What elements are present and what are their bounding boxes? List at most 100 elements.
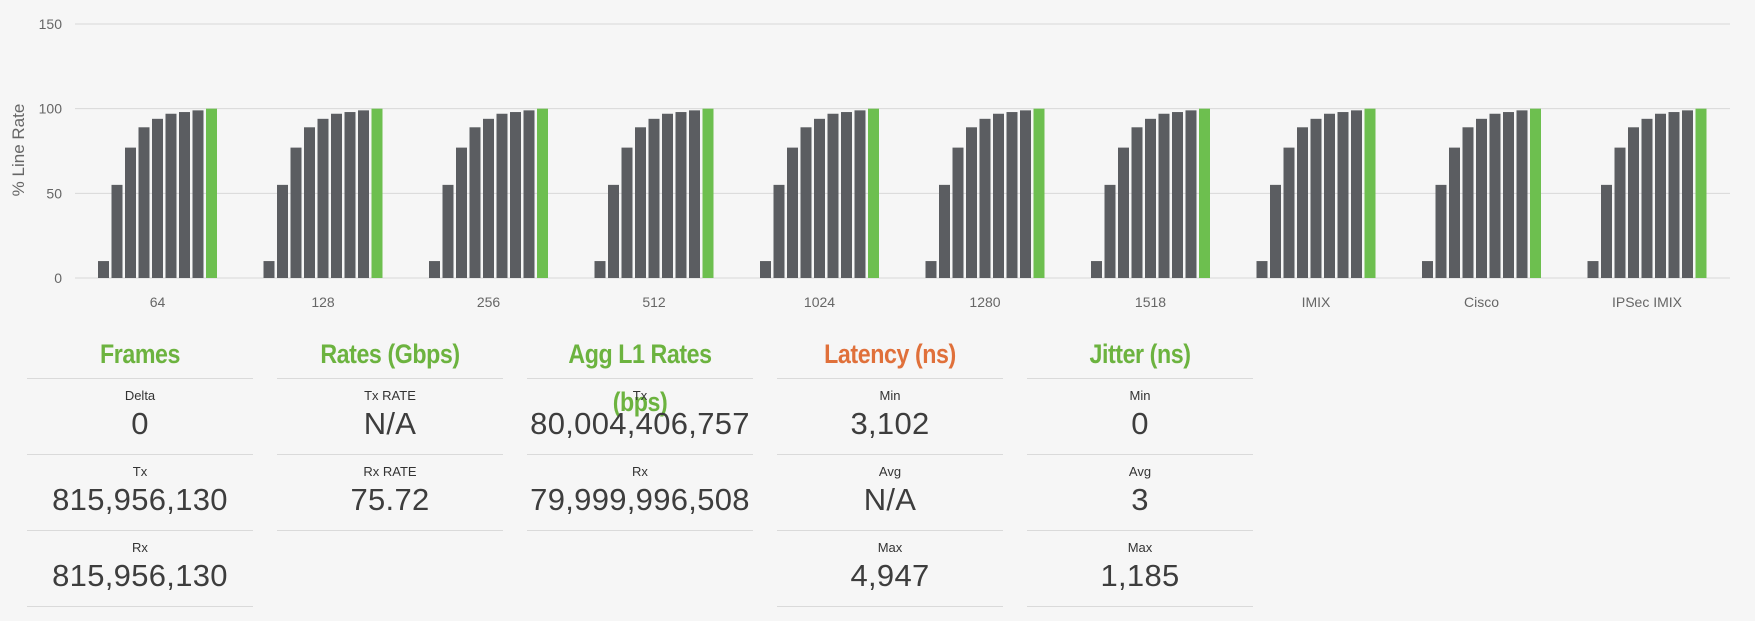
metric-value: 815,956,130	[52, 558, 228, 593]
bar	[1270, 184, 1281, 278]
bar	[537, 108, 548, 279]
bar	[1351, 110, 1362, 278]
x-tick-label: IPSec IMIX	[1612, 294, 1683, 310]
bar	[702, 108, 714, 279]
x-tick-label: 256	[477, 294, 501, 310]
bar	[263, 261, 275, 278]
bar	[1530, 108, 1541, 279]
frames-tx: Tx 815,956,130	[27, 454, 253, 530]
bar	[442, 184, 454, 278]
bar	[1601, 184, 1612, 278]
bar	[868, 108, 879, 279]
bar	[1020, 110, 1031, 278]
bar	[594, 261, 606, 278]
bar	[125, 147, 136, 278]
bar	[1199, 108, 1210, 279]
bar	[1185, 110, 1197, 278]
metric-label: Rx	[632, 464, 648, 479]
bar	[1435, 184, 1447, 278]
bar	[1158, 113, 1170, 278]
bar	[152, 118, 163, 279]
bar	[192, 110, 204, 278]
frames-delta: Delta 0	[27, 378, 253, 454]
bar	[966, 127, 977, 278]
bar	[621, 147, 633, 278]
bar	[1283, 147, 1295, 278]
rates-panel: Rates (Gbps) Tx RATE N/A Rx RATE 75.72	[277, 330, 503, 531]
x-tick-label: 1280	[969, 294, 1000, 310]
metric-value: 3,102	[850, 406, 930, 441]
bar	[1489, 113, 1501, 278]
bar	[608, 184, 619, 278]
metric-label: Max	[1127, 540, 1153, 555]
bar	[675, 112, 687, 278]
bar	[1256, 261, 1268, 278]
bar	[800, 127, 812, 278]
metric-value: 815,956,130	[52, 482, 228, 517]
bar	[1641, 118, 1653, 279]
metric-label: Avg	[1128, 464, 1152, 479]
bar	[1422, 261, 1433, 278]
latency-min: Min 3,102	[777, 378, 1003, 454]
metric-value: N/A	[363, 406, 417, 441]
metric-value: 79,999,996,508	[530, 482, 750, 517]
bar	[304, 127, 315, 278]
latency-title: Latency (ns)	[824, 339, 956, 369]
bar	[1310, 118, 1322, 279]
bar	[1614, 147, 1626, 278]
metric-label: Max	[877, 540, 903, 555]
bar	[662, 113, 673, 278]
bar	[648, 118, 660, 279]
latency-avg: Avg N/A	[777, 454, 1003, 530]
bar	[371, 108, 383, 279]
bar	[344, 112, 356, 278]
rates-rx: Rx RATE 75.72	[277, 454, 503, 531]
x-tick-label: 512	[642, 294, 666, 310]
metric-value: N/A	[863, 482, 917, 517]
bar	[1324, 113, 1335, 278]
metric-label: Tx RATE	[364, 388, 416, 403]
stats-panels: Frames Delta 0 Tx 815,956,130 Rx 815,956…	[0, 330, 1755, 621]
metric-value: 3	[1131, 482, 1149, 517]
bar	[1476, 118, 1487, 279]
bar	[510, 112, 521, 278]
jitter-panel: Jitter (ns) Min 0 Avg 3 Max 1,185	[1027, 330, 1253, 607]
bar	[1172, 112, 1183, 278]
bar	[993, 113, 1004, 278]
bar	[773, 184, 785, 278]
bar	[1131, 127, 1143, 278]
bar	[854, 110, 866, 278]
bar	[1364, 108, 1376, 279]
bar	[206, 108, 217, 279]
y-axis-label: % Line Rate	[9, 104, 28, 197]
jitter-title: Jitter (ns)	[1089, 339, 1191, 369]
agg-l1-title: Agg L1 Rates (bps)	[568, 339, 712, 417]
bar	[760, 261, 771, 278]
bar	[1516, 110, 1528, 278]
x-tick-label: 128	[311, 294, 335, 310]
line-rate-bar-chart: 0 50 100 150 % Line Rate 64 128 256 512 1024 1280 1…	[9, 16, 1730, 310]
agg-l1-tx: Tx 80,004,406,757	[527, 378, 753, 454]
agg-l1-rx: Rx 79,999,996,508	[527, 454, 753, 531]
bar	[111, 184, 123, 278]
x-tick-label: 64	[150, 294, 166, 310]
y-tick-label: 0	[54, 270, 62, 286]
metric-label: Tx	[632, 388, 648, 403]
agg-l1-panel: Agg L1 Rates (bps) Tx 80,004,406,757 Rx …	[527, 330, 753, 531]
metric-label: Min	[879, 388, 901, 403]
bar	[635, 127, 646, 278]
bar	[1503, 112, 1514, 278]
metric-value: 75.72	[350, 482, 430, 517]
y-tick-label: 150	[39, 16, 63, 32]
bar	[1091, 261, 1102, 278]
bar	[925, 261, 937, 278]
bar	[814, 118, 825, 279]
rates-title: Rates (Gbps)	[320, 339, 460, 369]
x-tick-label: 1024	[804, 294, 835, 310]
latency-panel: Latency (ns) Min 3,102 Avg N/A Max 4,947	[777, 330, 1003, 607]
bar	[1628, 127, 1639, 278]
bar	[317, 118, 329, 279]
bar	[689, 110, 700, 278]
metric-label: Min	[1129, 388, 1151, 403]
bar	[1104, 184, 1116, 278]
